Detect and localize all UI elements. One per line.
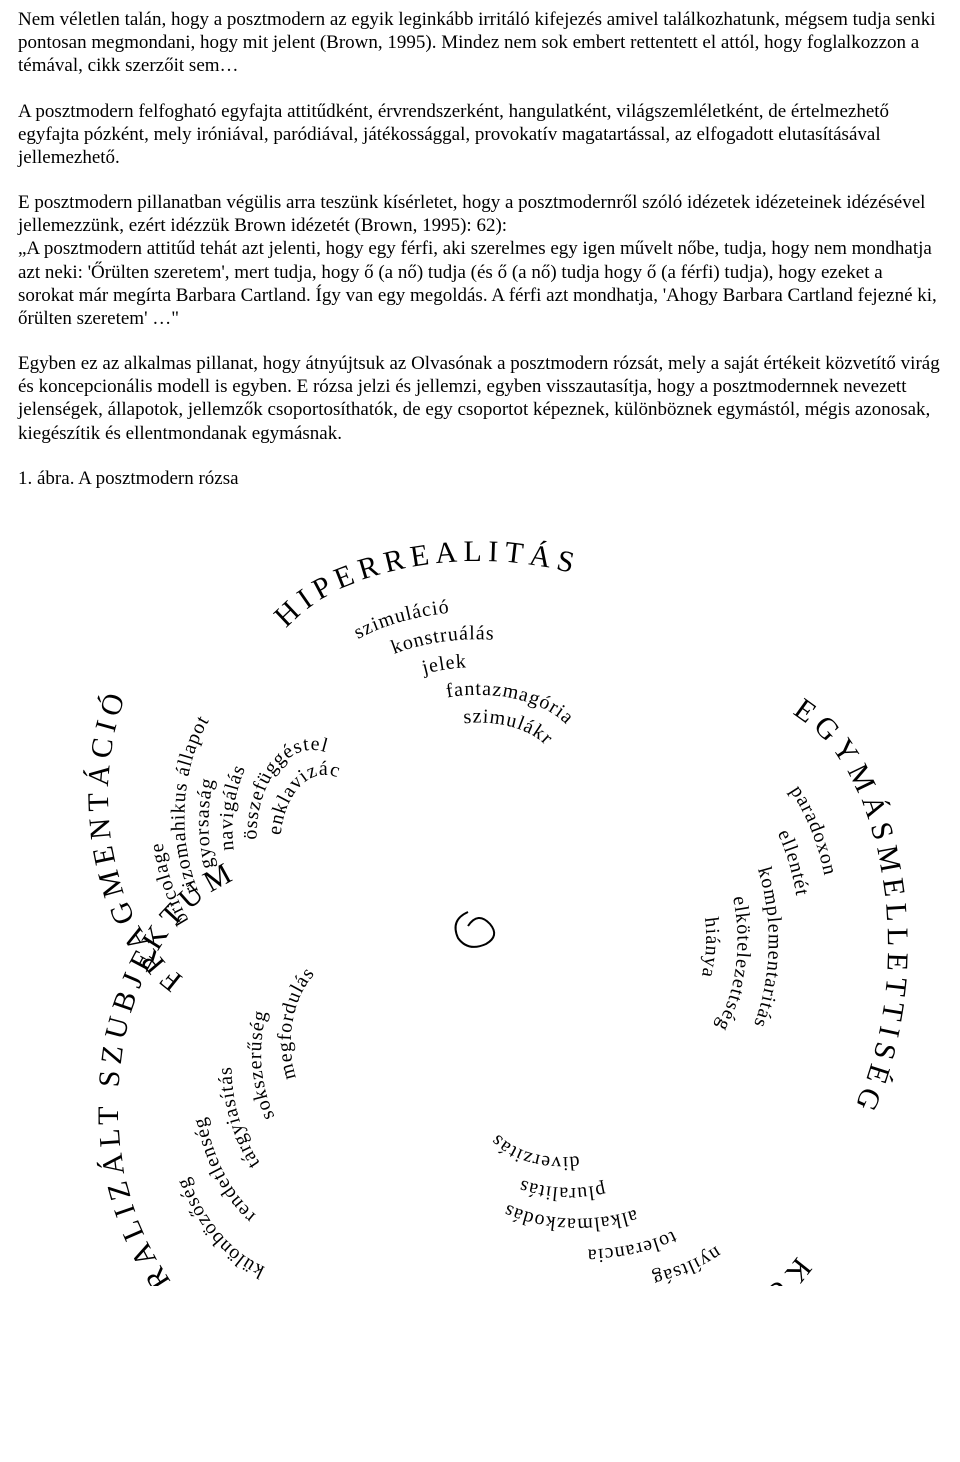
postmodern-rose-figure: HIPERREALITÁSszimulációkonstruálásjelekf… — [18, 496, 942, 1286]
petal-inner-kulonbseg-4: diverzitás — [486, 1130, 581, 1175]
petal-inner-decentralizalt-szubjektum-3: sokszerűség — [244, 1008, 279, 1124]
petal-outer-egymasmellettiseg: EGYMÁSMELLETTISÉG — [788, 692, 914, 1121]
paragraph-4: Egyben ez az alkalmas pillanat, hogy átn… — [18, 352, 942, 445]
petal-inner-kulonbseg-2: alkalmazkodás — [500, 1199, 640, 1236]
petal-inner-egymasmellettiseg-4: hiánya — [697, 916, 723, 980]
petal-inner-egymasmellettiseg-2: komplementaritás — [749, 864, 786, 1031]
petal-inner-egymasmellettiseg-1: ellentét — [773, 826, 813, 898]
paragraph-3: E posztmodern pillanatban végülis arra t… — [18, 191, 942, 330]
petal-inner-kulonbseg-0: nyíltság — [650, 1242, 726, 1286]
rose-core-icon — [456, 912, 495, 947]
petal-inner-decentralizalt-szubjektum-4: megfordulás — [274, 962, 320, 1082]
figure-caption: 1. ábra. A posztmodern rózsa — [18, 467, 942, 490]
petal-inner-fragmentacio-2: gyorsaság — [191, 775, 218, 871]
petal-inner-kulonbseg-1: tolerancia — [587, 1226, 680, 1266]
petal-inner-hiperrealitas-2: jelek — [419, 650, 468, 679]
paragraph-2: A posztmodern felfogható egyfajta attitű… — [18, 100, 942, 170]
petal-inner-kulonbseg-3: pluralitás — [516, 1175, 608, 1205]
page-root: Nem véletlen talán, hogy a posztmodern a… — [0, 0, 960, 1286]
paragraph-1: Nem véletlen talán, hogy a posztmodern a… — [18, 8, 942, 78]
